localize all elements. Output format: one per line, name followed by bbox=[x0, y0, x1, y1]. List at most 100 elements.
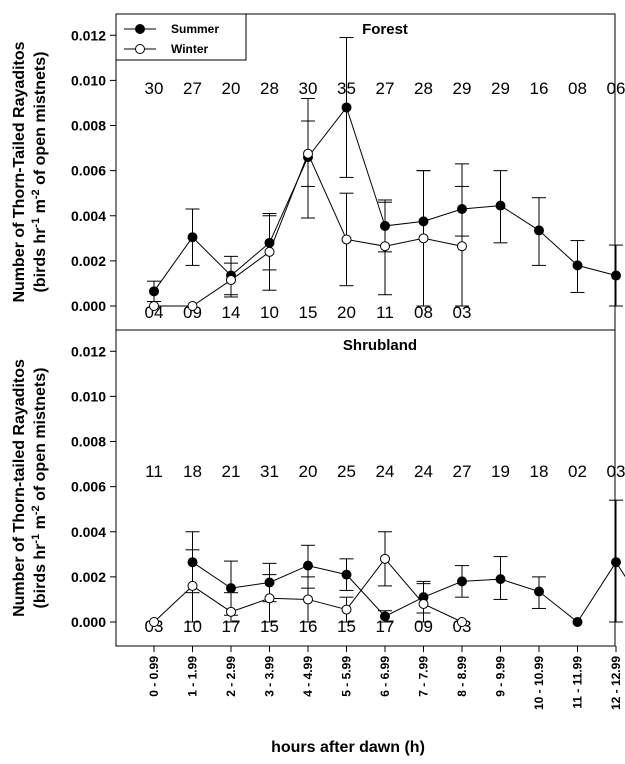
count-label-top: 08 bbox=[568, 79, 587, 98]
data-point-winter bbox=[457, 241, 467, 252]
count-label-top: 24 bbox=[376, 462, 395, 481]
y-tick-label: 0.008 bbox=[71, 434, 106, 450]
data-point-summer bbox=[572, 260, 583, 271]
count-label-top: 20 bbox=[299, 462, 318, 481]
count-label-top: 30 bbox=[299, 79, 318, 98]
y-axis-title-line2: (birds hr-1 m-2 of open mistnets) bbox=[30, 52, 49, 293]
count-label-top: 28 bbox=[414, 79, 433, 98]
y-axis-title-superscript: -2 bbox=[30, 505, 42, 515]
y-axis-title-part: m bbox=[32, 199, 49, 218]
x-tick-label: 3 - 3.99 bbox=[263, 656, 277, 697]
data-point-summer bbox=[380, 611, 390, 622]
y-tick-label: 0.006 bbox=[71, 163, 106, 179]
data-point-winter bbox=[226, 275, 236, 286]
data-point-winter bbox=[187, 301, 198, 311]
data-point-summer bbox=[495, 200, 506, 211]
panel-title: Shrubland bbox=[343, 337, 417, 354]
count-label-top: 28 bbox=[260, 79, 279, 98]
data-point-summer bbox=[341, 102, 352, 113]
y-tick-label: 0.012 bbox=[71, 343, 106, 359]
panel-shrubland: 0.000 0.002 0.004 0.006 0.008 0.010 0.012 Numbe… bbox=[11, 329, 625, 647]
y-tick-label: 0.008 bbox=[71, 118, 106, 134]
y-axis-title-line1: Number of Thorn-tailed Rayaditos bbox=[11, 359, 28, 617]
count-label-top: 19 bbox=[491, 462, 510, 481]
data-point-summer bbox=[572, 617, 583, 627]
y-tick-label: 0.012 bbox=[71, 27, 106, 43]
count-label-bottom: 04 bbox=[145, 303, 164, 322]
x-tick-label: 5 - 5.99 bbox=[340, 656, 354, 697]
y-axis-title-line2: (birds hr-1 m-2 of open mistnets) bbox=[30, 368, 49, 609]
y-axis-title-part: (birds hr bbox=[32, 544, 49, 609]
count-label-top: 27 bbox=[376, 79, 395, 98]
y-axis-title-superscript: -2 bbox=[30, 189, 42, 199]
data-point-winter bbox=[264, 246, 275, 257]
count-label-top: 06 bbox=[607, 79, 625, 98]
series-summer bbox=[185, 499, 625, 627]
data-point-summer bbox=[226, 583, 236, 594]
count-label-bottom: 09 bbox=[183, 303, 202, 322]
y-tick-label: 0.010 bbox=[71, 72, 106, 88]
y-axis-title-superscript: -1 bbox=[30, 534, 42, 544]
y-tick-label: 0.004 bbox=[71, 208, 106, 224]
data-point-summer bbox=[341, 569, 352, 580]
data-point-winter bbox=[187, 580, 198, 591]
data-point-winter bbox=[226, 606, 236, 617]
data-point-winter bbox=[341, 234, 352, 245]
legend-marker-winter bbox=[135, 44, 145, 54]
count-label-top: 21 bbox=[222, 462, 241, 481]
data-point-summer bbox=[149, 286, 159, 297]
data-point-winter bbox=[341, 604, 352, 615]
x-tick-label: 2 - 2.99 bbox=[224, 656, 238, 697]
data-point-winter bbox=[264, 593, 275, 604]
legend: Summer Winter bbox=[115, 13, 247, 61]
data-point-summer bbox=[303, 560, 313, 571]
x-tick-label: 0 - 0.99 bbox=[147, 656, 161, 697]
data-point-winter bbox=[418, 233, 429, 244]
y-axis-title-part: (birds hr bbox=[32, 228, 49, 293]
x-tick-label: 7 - 7.99 bbox=[417, 656, 431, 697]
series-line-summer bbox=[192, 561, 625, 623]
y-tick-label: 0.000 bbox=[71, 298, 106, 314]
legend-label-summer: Summer bbox=[171, 22, 219, 36]
count-label-top: 31 bbox=[260, 462, 279, 481]
data-point-summer bbox=[534, 586, 544, 597]
count-label-top: 20 bbox=[222, 79, 241, 98]
count-label-bottom: 10 bbox=[260, 303, 279, 322]
y-tick-label: 0.010 bbox=[71, 388, 106, 404]
x-tick-label: 10 - 10.99 bbox=[532, 656, 546, 710]
x-tick-label: 1 - 1.99 bbox=[186, 656, 200, 697]
count-label-top: 18 bbox=[530, 462, 549, 481]
count-label-top: 29 bbox=[491, 79, 510, 98]
x-tick-label: 4 - 4.99 bbox=[301, 656, 315, 697]
y-axis-title-part: of open mistnets) bbox=[32, 52, 49, 190]
x-tick-label: 9 - 9.99 bbox=[494, 656, 508, 697]
count-label-top: 24 bbox=[414, 462, 433, 481]
x-tick-label: 6 - 6.99 bbox=[378, 656, 392, 697]
y-axis-title-part: m bbox=[32, 515, 49, 534]
y-tick-label: 0.000 bbox=[71, 614, 106, 630]
data-point-winter bbox=[380, 241, 390, 252]
panel-forest: 0.000 0.002 0.004 0.006 0.008 0.010 0.012 Numbe… bbox=[11, 13, 625, 331]
x-tick-label: 11 - 11.99 bbox=[571, 656, 585, 709]
legend-label-winter: Winter bbox=[171, 42, 209, 56]
count-label-top: 03 bbox=[607, 462, 625, 481]
series-winter bbox=[149, 120, 469, 311]
data-point-summer bbox=[495, 574, 506, 585]
data-point-winter bbox=[303, 594, 313, 605]
data-point-summer bbox=[457, 576, 467, 587]
data-point-winter bbox=[149, 617, 159, 627]
data-point-summer bbox=[534, 225, 544, 236]
count-label-top: 02 bbox=[568, 462, 587, 481]
data-point-summer bbox=[187, 232, 198, 243]
y-axis-title-part: of open mistnets) bbox=[32, 368, 49, 506]
y-tick-label: 0.004 bbox=[71, 524, 106, 540]
x-axis: 0 - 0.99 1 - 1.99 2 - 2.99 3 - 3.99 4 - 4.99… bbox=[147, 646, 623, 710]
data-point-winter bbox=[149, 301, 159, 311]
count-label-bottom: 20 bbox=[337, 303, 356, 322]
count-label-top: 29 bbox=[453, 79, 472, 98]
y-axis-title-line1: Number of Thorn-Tailed Rayaditos bbox=[11, 41, 28, 302]
x-tick-label: 12 - 12.99 bbox=[609, 656, 623, 710]
count-label-bottom: 11 bbox=[376, 303, 394, 322]
